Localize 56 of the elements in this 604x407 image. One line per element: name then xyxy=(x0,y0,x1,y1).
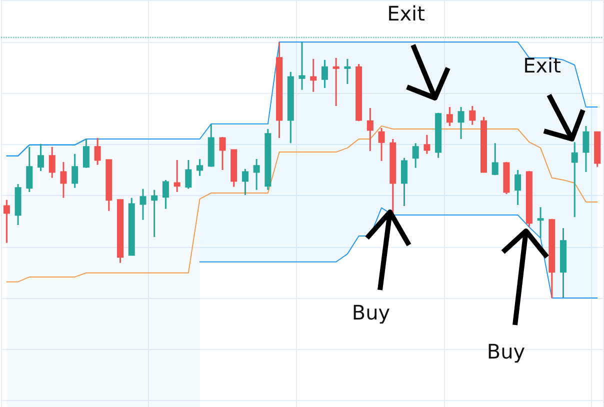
candlestick xyxy=(400,157,408,207)
candlestick xyxy=(208,123,214,168)
candlestick xyxy=(526,170,532,228)
candlestick xyxy=(106,159,112,212)
candlestick xyxy=(582,125,590,173)
candlestick xyxy=(253,158,260,191)
candlestick xyxy=(185,159,192,190)
candlestick xyxy=(174,159,180,193)
candlestick xyxy=(162,179,169,210)
candlestick xyxy=(321,59,328,89)
candlestick xyxy=(458,106,464,140)
candlestick xyxy=(140,188,146,221)
candlestick xyxy=(287,71,294,144)
candlestick xyxy=(310,58,317,93)
candlestick xyxy=(298,41,306,91)
candlestick xyxy=(151,189,158,238)
candlestick xyxy=(72,153,78,189)
candlestick xyxy=(378,127,385,162)
candlestick xyxy=(492,142,498,176)
candlestick xyxy=(571,141,578,218)
candlestick xyxy=(94,137,101,166)
candlestick xyxy=(117,199,124,264)
candlestick xyxy=(264,128,272,191)
candlestick xyxy=(60,161,67,199)
candlestick xyxy=(424,134,430,155)
text: Exit xyxy=(387,2,425,26)
candlestick xyxy=(276,41,283,139)
annotation: Exit xyxy=(523,54,561,78)
candlestick xyxy=(26,146,33,193)
candlestick xyxy=(514,169,522,206)
candlestick xyxy=(48,146,56,179)
candlestick xyxy=(38,143,44,172)
candlestick xyxy=(366,107,374,152)
candlestick xyxy=(196,158,204,177)
candlestick xyxy=(537,206,544,239)
candlestick xyxy=(82,138,90,169)
text: Buy xyxy=(486,340,526,364)
candlestick xyxy=(219,136,226,171)
candlestick xyxy=(3,199,10,244)
candlestick xyxy=(412,142,419,169)
candlestick xyxy=(548,218,556,299)
candlestick xyxy=(503,161,510,195)
candlestick xyxy=(356,63,362,122)
candlestick xyxy=(446,106,453,127)
candlestick xyxy=(435,112,442,159)
candlestick xyxy=(128,197,135,256)
candlestick xyxy=(560,227,566,299)
candlestick xyxy=(242,168,248,196)
candlestick xyxy=(594,131,601,168)
candlestick xyxy=(480,116,487,173)
text: Buy xyxy=(352,300,390,324)
candlestick xyxy=(469,105,476,126)
candlestick xyxy=(14,183,22,226)
candlestick xyxy=(230,149,238,188)
candlestick xyxy=(344,58,351,85)
candlestick xyxy=(332,57,340,107)
